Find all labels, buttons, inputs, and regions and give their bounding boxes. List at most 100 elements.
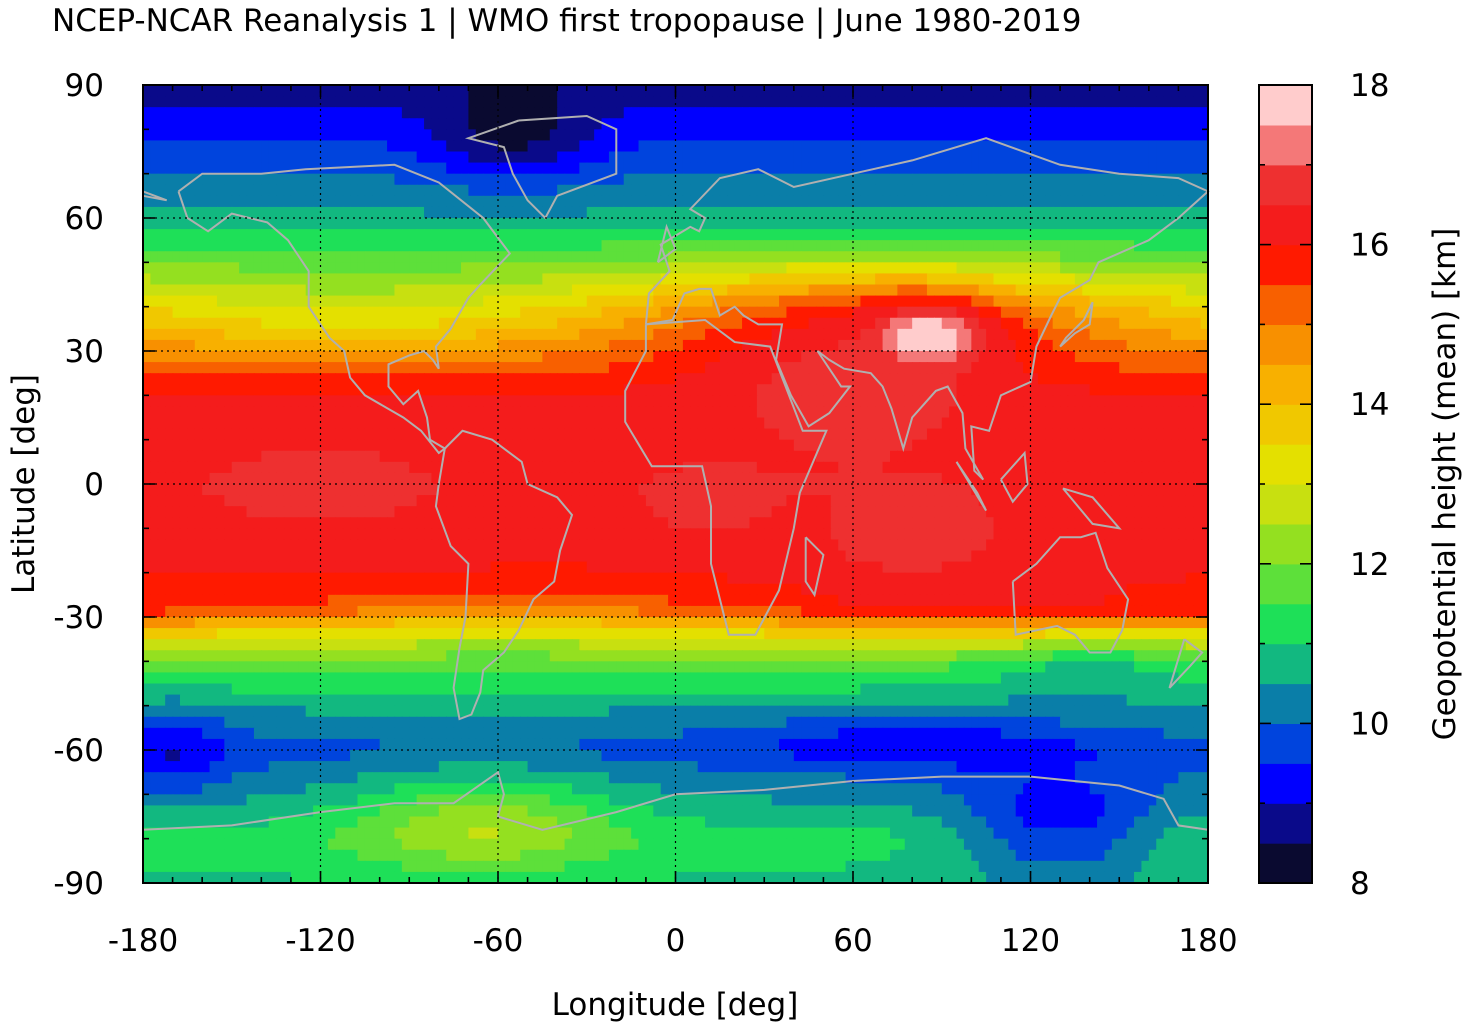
- heatmap-cell: [897, 240, 906, 252]
- heatmap-cell: [853, 450, 861, 463]
- heatmap-cell: [261, 439, 270, 452]
- heatmap-cell: [165, 395, 174, 408]
- heatmap-cell: [897, 328, 906, 341]
- heatmap-cell: [971, 362, 980, 374]
- heatmap-cell: [793, 395, 802, 408]
- heatmap-cell: [557, 461, 566, 474]
- heatmap-cell: [882, 306, 891, 319]
- heatmap-cell: [889, 262, 898, 275]
- heatmap-cell: [453, 362, 462, 374]
- heatmap-cell: [1045, 317, 1054, 330]
- heatmap-cell: [1030, 417, 1039, 430]
- heatmap-cell: [290, 240, 299, 252]
- heatmap-cell: [853, 339, 861, 352]
- heatmap-cell: [594, 439, 603, 452]
- heatmap-cell: [571, 96, 580, 108]
- heatmap-cell: [527, 339, 536, 352]
- heatmap-cell: [268, 107, 277, 119]
- heatmap-cell: [527, 373, 536, 385]
- heatmap-cell: [860, 317, 869, 330]
- heatmap-cell: [261, 406, 270, 419]
- heatmap-cell: [638, 262, 647, 275]
- heatmap-cell: [586, 262, 595, 275]
- heatmap-cell: [327, 406, 336, 419]
- heatmap-cell: [246, 85, 255, 97]
- heatmap-cell: [320, 428, 329, 441]
- heatmap-cell: [882, 85, 891, 97]
- heatmap-cell: [283, 428, 292, 441]
- heatmap-cell: [187, 351, 196, 363]
- heatmap-cell: [660, 384, 669, 396]
- heatmap-cell: [631, 317, 640, 330]
- heatmap-cell: [157, 317, 166, 330]
- heatmap-cell: [1045, 229, 1054, 241]
- heatmap-cell: [1089, 251, 1098, 263]
- heatmap-cell: [705, 406, 714, 419]
- heatmap-cell: [853, 439, 861, 452]
- heatmap-cell: [1045, 328, 1054, 341]
- heatmap-cell: [571, 317, 580, 330]
- heatmap-cell: [483, 295, 492, 308]
- heatmap-cell: [838, 206, 847, 219]
- heatmap-cell: [1200, 295, 1209, 308]
- heatmap-cell: [542, 173, 551, 186]
- heatmap-cell: [498, 240, 506, 252]
- heatmap-cell: [793, 85, 802, 97]
- heatmap-cell: [571, 284, 580, 297]
- heatmap-cell: [357, 273, 366, 286]
- heatmap-cell: [882, 262, 891, 275]
- heatmap-cell: [409, 328, 418, 341]
- heatmap-cell: [446, 384, 455, 396]
- heatmap-cell: [1141, 184, 1150, 197]
- heatmap-cell: [216, 129, 225, 142]
- heatmap-cell: [327, 351, 336, 363]
- heatmap-cell: [668, 240, 677, 252]
- heatmap-cell: [978, 295, 987, 308]
- heatmap-cell: [653, 195, 662, 208]
- heatmap-cell: [853, 395, 861, 408]
- heatmap-cell: [1000, 306, 1009, 319]
- heatmap-cell: [283, 229, 292, 241]
- heatmap-cell: [889, 384, 898, 396]
- heatmap-cell: [608, 339, 617, 352]
- heatmap-cell: [1074, 251, 1083, 263]
- heatmap-cell: [209, 206, 218, 219]
- heatmap-cell: [963, 173, 972, 186]
- heatmap-cell: [926, 162, 935, 175]
- heatmap-cell: [505, 140, 514, 153]
- heatmap-cell: [1185, 129, 1194, 142]
- heatmap-cell: [1178, 450, 1187, 463]
- heatmap-cell: [1178, 428, 1187, 441]
- heatmap-cell: [764, 195, 773, 208]
- heatmap-cell: [453, 328, 462, 341]
- heatmap-cell: [261, 284, 270, 297]
- heatmap-cell: [401, 284, 410, 297]
- heatmap-cell: [1185, 317, 1194, 330]
- heatmap-cell: [904, 195, 913, 208]
- heatmap-cell: [379, 118, 388, 130]
- heatmap-cell: [498, 273, 506, 286]
- heatmap-cell: [1023, 406, 1032, 419]
- heatmap-cell: [143, 284, 151, 297]
- heatmap-cell: [209, 384, 218, 396]
- heatmap-cell: [949, 240, 958, 252]
- heatmap-cell: [623, 96, 632, 108]
- heatmap-cell: [830, 295, 839, 308]
- heatmap-cell: [823, 339, 832, 352]
- heatmap-cell: [978, 195, 987, 208]
- heatmap-cell: [416, 173, 425, 186]
- heatmap-cell: [364, 384, 373, 396]
- heatmap-cell: [1119, 439, 1128, 452]
- heatmap-cell: [860, 406, 869, 419]
- heatmap-cell: [424, 384, 433, 396]
- heatmap-cell: [542, 240, 551, 252]
- heatmap-cell: [557, 262, 566, 275]
- heatmap-cell: [949, 284, 958, 297]
- heatmap-cell: [438, 384, 447, 396]
- heatmap-cell: [483, 129, 492, 142]
- heatmap-cell: [461, 151, 470, 164]
- heatmap-cell: [993, 406, 1002, 419]
- heatmap-cell: [350, 306, 359, 319]
- heatmap-cell: [431, 251, 440, 263]
- heatmap-cell: [1082, 85, 1091, 97]
